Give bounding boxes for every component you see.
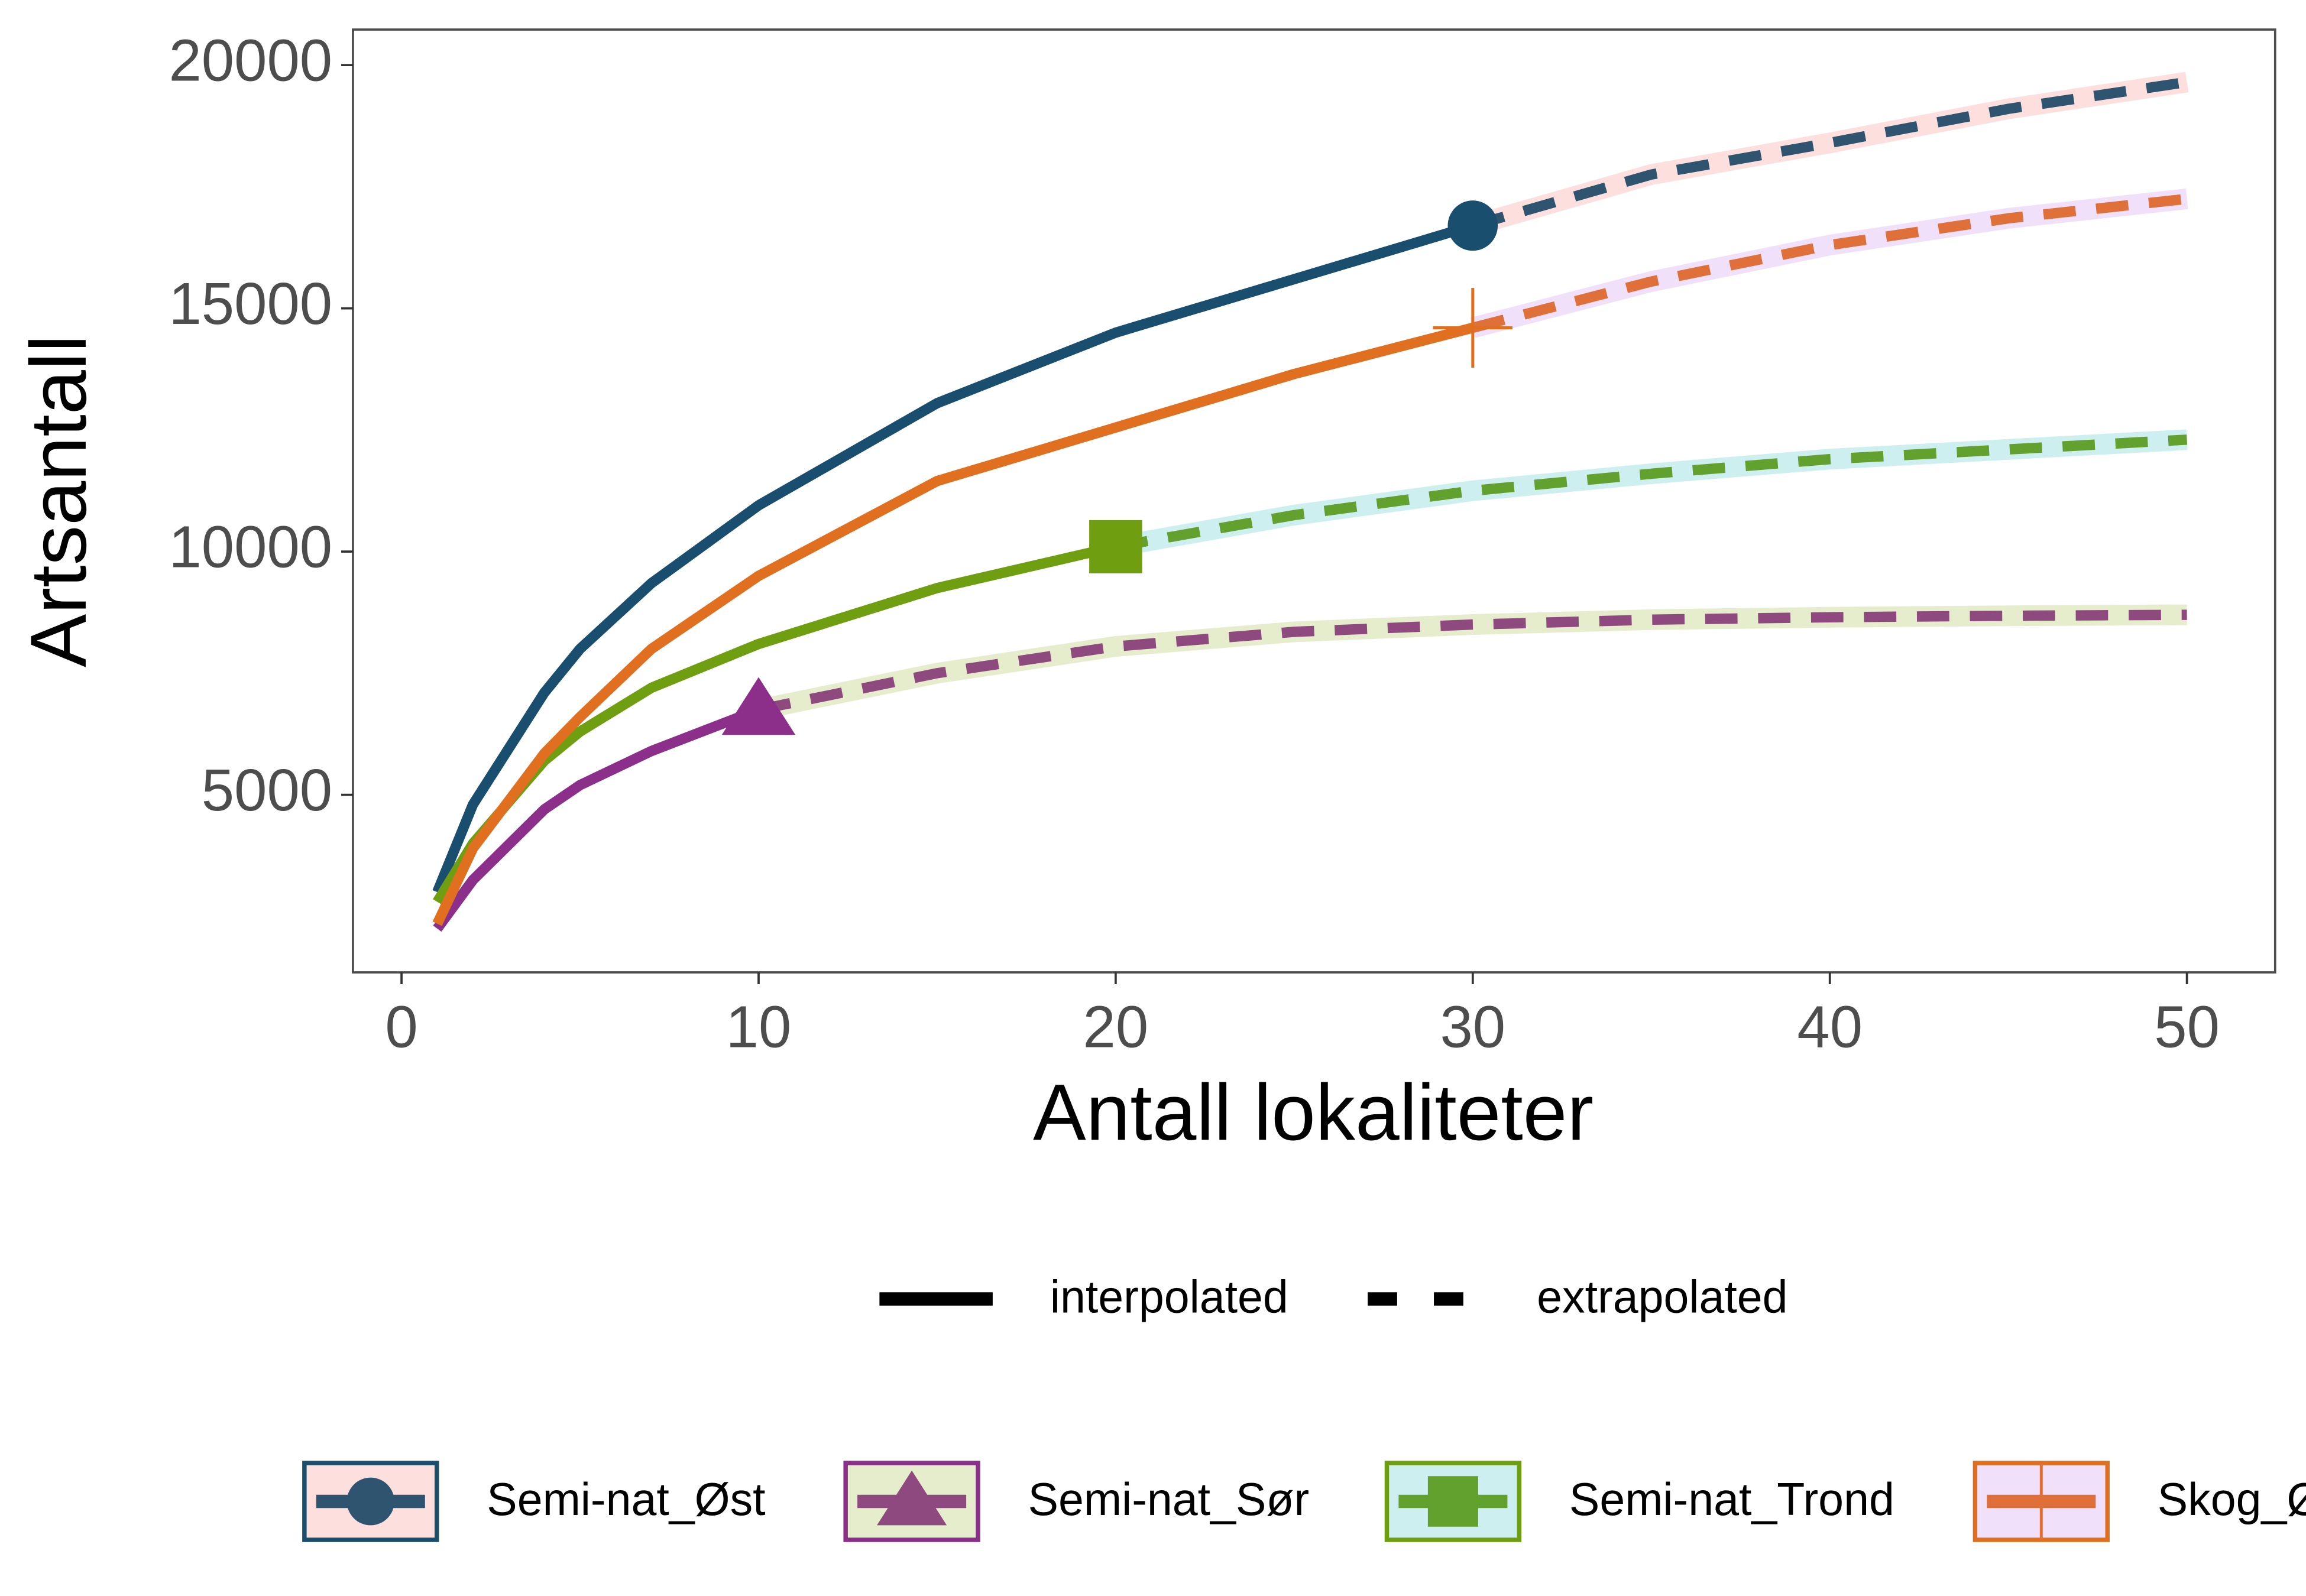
y-tick-label: 15000 — [169, 271, 332, 337]
marker — [1089, 520, 1142, 573]
legend-label: Semi-nat_Sør — [1028, 1474, 1310, 1525]
legend-marker — [1427, 1476, 1478, 1527]
legend-label: Semi-nat_Øst — [487, 1474, 765, 1525]
x-tick-label: 50 — [2154, 994, 2220, 1060]
interpolated-line — [433, 705, 761, 932]
x-tick-label: 0 — [385, 994, 417, 1060]
y-tick-label: 20000 — [169, 28, 332, 93]
x-tick-label: 40 — [1797, 994, 1863, 1060]
marker — [721, 677, 796, 735]
legend-label: Semi-nat_Trond — [1569, 1474, 1894, 1525]
x-tick-label: 20 — [1083, 994, 1149, 1060]
interpolated-line — [432, 220, 1475, 894]
extrapolated-line — [1471, 193, 2188, 333]
marker — [1433, 288, 1512, 368]
legend-label: extrapolated — [1537, 1271, 1787, 1322]
extrapolated-line — [757, 609, 2187, 715]
legend-marker — [346, 1477, 394, 1526]
interpolated-line — [432, 323, 1474, 926]
x-tick-label: 30 — [1440, 994, 1505, 1060]
marker — [1447, 200, 1498, 251]
legend-label: Skog_Øst — [2158, 1474, 2306, 1525]
y-tick-label: 10000 — [169, 514, 332, 580]
x-axis-title: Antall lokaliteter — [1033, 1068, 1594, 1157]
y-axis-title: Artsantall — [14, 335, 103, 667]
panel — [352, 28, 2276, 974]
legend-label: interpolated — [1050, 1271, 1288, 1322]
extrapolated-line — [1115, 434, 2188, 552]
y-tick-label: 5000 — [202, 758, 332, 823]
x-tick-label: 10 — [726, 994, 792, 1060]
legend-marker — [2003, 1463, 2080, 1540]
extrapolated-line — [1471, 77, 2188, 231]
legend-marker — [877, 1470, 947, 1526]
